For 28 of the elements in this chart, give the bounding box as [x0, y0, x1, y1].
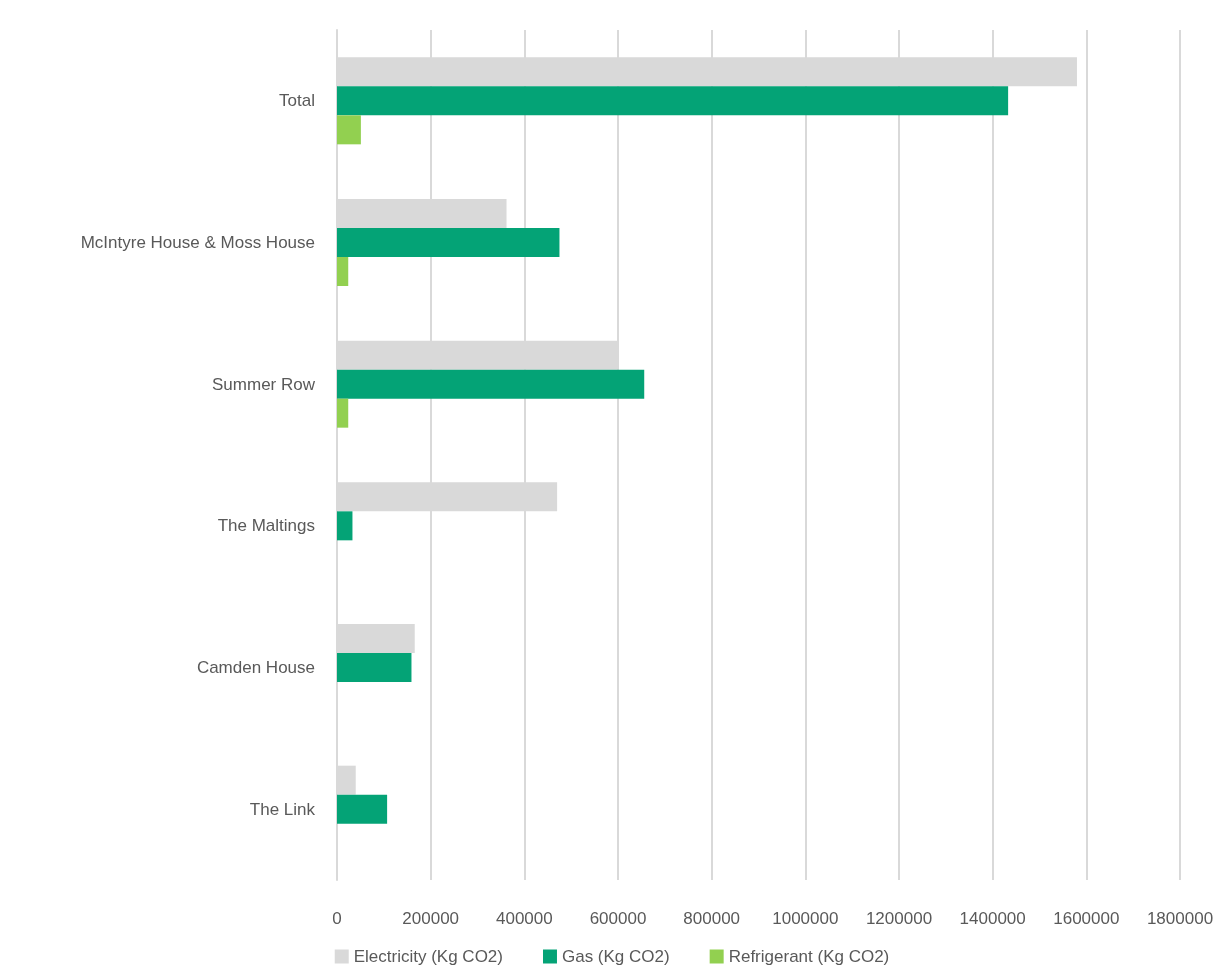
- y-tick-label: The Maltings: [217, 516, 315, 536]
- x-tick-label: 1400000: [959, 909, 1026, 928]
- x-tick-label: 1000000: [772, 909, 839, 928]
- x-tick-label: 1200000: [865, 909, 933, 928]
- y-tick-label: The Link: [249, 799, 316, 819]
- x-tick-label: 0: [332, 909, 342, 928]
- x-tick-label: 200000: [402, 909, 460, 928]
- legend-label: Gas (Kg CO2): [561, 947, 670, 966]
- x-tick-label: 1800000: [1146, 909, 1214, 928]
- bar: [337, 794, 388, 824]
- bar: [337, 115, 361, 145]
- bar: [337, 86, 1009, 116]
- x-tick-label: 600000: [589, 909, 647, 928]
- bar: [337, 257, 349, 286]
- x-tick-label: 800000: [683, 909, 741, 928]
- x-tick-label: 1600000: [1053, 909, 1120, 928]
- bar: [337, 653, 412, 682]
- y-tick-label: Total: [279, 91, 315, 111]
- y-tick-label: Camden House: [196, 658, 315, 677]
- legend-label: Refrigerant (Kg CO2): [728, 947, 890, 966]
- x-tick-label: 400000: [495, 909, 553, 928]
- y-tick-label: Summer Row: [212, 374, 316, 394]
- y-tick-label: McIntyre House & Moss House: [80, 233, 315, 252]
- bar: [337, 228, 560, 257]
- bar: [337, 398, 349, 428]
- legend-label: Electricity (Kg CO2): [353, 947, 503, 966]
- bar: [337, 369, 645, 399]
- bar: [337, 511, 353, 541]
